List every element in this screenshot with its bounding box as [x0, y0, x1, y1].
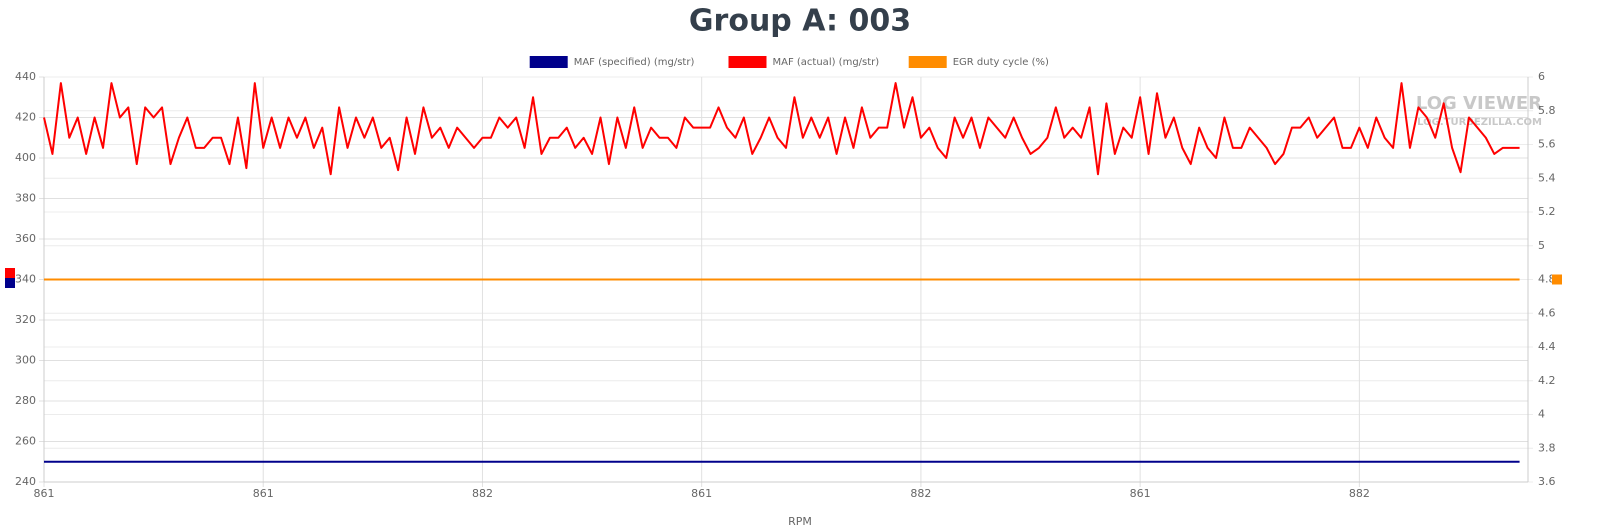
legend-swatch [908, 56, 947, 68]
axis-indicator [1552, 274, 1562, 285]
y2-tick-label: 3.6 [1538, 475, 1556, 488]
y2-tick-label: 6 [1538, 70, 1545, 83]
watermark-url: LOG.TURBEZILLA.COM [1417, 117, 1542, 128]
y-tick-label: 360 [15, 232, 36, 245]
y2-tick-label: 3.8 [1538, 441, 1556, 454]
y2-tick-label: 4.2 [1538, 374, 1556, 387]
y-tick-label: 440 [15, 70, 36, 83]
y-tick-label: 260 [15, 435, 36, 448]
y-tick-label: 240 [15, 475, 36, 488]
y2-tick-label: 5.4 [1538, 171, 1556, 184]
y-tick-label: 320 [15, 313, 36, 326]
y-tick-label: 340 [15, 273, 36, 286]
y2-tick-label: 4.4 [1538, 340, 1556, 353]
x-tick-label: 861 [1130, 487, 1151, 500]
x-tick-label: 861 [34, 487, 55, 500]
axis-indicator [5, 278, 15, 288]
axis-indicator [5, 268, 15, 278]
y2-tick-label: 4 [1538, 408, 1545, 421]
y2-tick-label: 5.6 [1538, 138, 1556, 151]
watermark-title: LOG VIEWER [1416, 93, 1542, 114]
x-tick-label: 882 [472, 487, 493, 500]
y2-tick-label: 5.8 [1538, 104, 1556, 117]
x-tick-label: 861 [253, 487, 274, 500]
x-tick-label: 882 [910, 487, 931, 500]
y-tick-label: 400 [15, 151, 36, 164]
legend-swatch [728, 56, 767, 68]
series-line [43, 82, 1520, 176]
y2-tick-label: 5.2 [1538, 205, 1556, 218]
chart-title: Group A: 003 [689, 4, 911, 39]
legend-label: MAF (specified) (mg/str) [574, 57, 695, 68]
legend-label: EGR duty cycle (%) [953, 57, 1049, 68]
y2-tick-label: 4.8 [1538, 273, 1556, 286]
legend-label: MAF (actual) (mg/str) [773, 57, 880, 68]
x-tick-label: 861 [691, 487, 712, 500]
y2-tick-label: 5 [1538, 239, 1545, 252]
y-tick-label: 280 [15, 394, 36, 407]
x-tick-label: 882 [1349, 487, 1370, 500]
y-tick-label: 380 [15, 192, 36, 205]
x-axis-title: RPM [788, 515, 812, 528]
y2-tick-label: 4.6 [1538, 306, 1556, 319]
legend-swatch [529, 56, 568, 68]
y-tick-label: 300 [15, 354, 36, 367]
y-tick-label: 420 [15, 111, 36, 124]
